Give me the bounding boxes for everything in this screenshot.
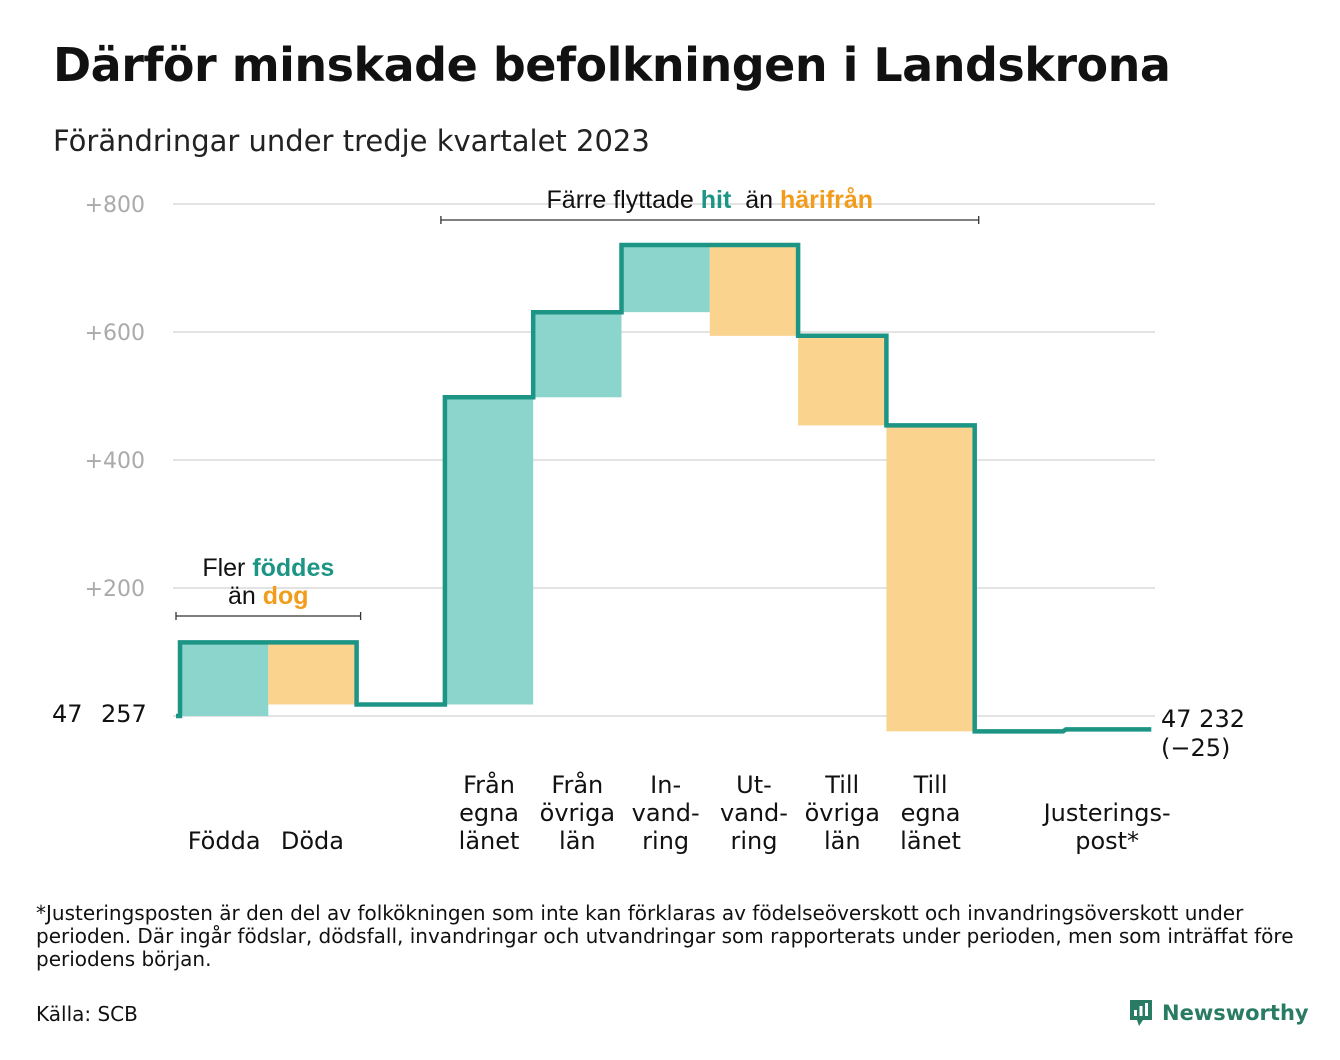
- category-label: Justerings-: [1042, 799, 1171, 827]
- category-label: län: [559, 827, 596, 855]
- cumulative-step-line: [176, 242, 1152, 734]
- increase-bar: [444, 397, 534, 705]
- annotation-text-segment: hit: [701, 186, 732, 214]
- category-label: övriga: [540, 799, 615, 827]
- decrease-bar: [798, 335, 887, 426]
- annotation-text: Färre flyttade hit än härifrån: [547, 186, 874, 214]
- increase-bar: [533, 312, 622, 398]
- annotation-text: Fler föddes: [202, 554, 334, 582]
- brand-logo[interactable]: Newsworthy: [1128, 996, 1309, 1030]
- annotation-text-segment: härifrån: [780, 186, 873, 214]
- category-label: In-: [650, 771, 681, 799]
- category-label: Till: [824, 771, 859, 799]
- category-label: post*: [1075, 827, 1139, 855]
- start-value-label: 257: [101, 700, 147, 728]
- y-tick-label: +200: [85, 577, 145, 602]
- decrease-bar: [709, 244, 799, 336]
- newsworthy-logo-icon: [1130, 1000, 1152, 1026]
- decrease-bar: [886, 425, 975, 732]
- start-value-label: 47: [52, 700, 83, 728]
- category-label: ring: [730, 827, 777, 855]
- increase-bar: [180, 642, 269, 716]
- category-label: övriga: [805, 799, 880, 827]
- category-label: Födda: [188, 827, 261, 855]
- y-tick-label: +600: [85, 321, 145, 346]
- category-label: vand-: [720, 799, 788, 827]
- category-label: Till: [913, 771, 948, 799]
- chart-title: Därför minskade befolkningen i Landskron…: [53, 38, 1171, 92]
- category-label: Från: [463, 770, 515, 799]
- category-label: län: [824, 827, 861, 855]
- category-label: Ut-: [736, 771, 772, 799]
- category-label: Från: [551, 770, 603, 799]
- end-value-label: 47 232: [1161, 705, 1245, 733]
- decrease-bar: [268, 642, 357, 705]
- annotation-text-segment: föddes: [252, 554, 334, 582]
- chart-subtitle: Förändringar under tredje kvartalet 2023: [53, 124, 650, 158]
- annotation-text-segment: än: [731, 186, 780, 214]
- category-label: egna: [459, 799, 519, 827]
- y-tick-label: +800: [85, 193, 145, 218]
- end-change-label: (−25): [1161, 734, 1230, 762]
- footnote: *Justeringsposten är den del av folkökni…: [36, 901, 1294, 971]
- annotation-text: än dog: [228, 582, 309, 610]
- category-label: ring: [642, 827, 689, 855]
- annotation-text-segment: Fler: [202, 554, 252, 582]
- y-tick-label: +400: [85, 449, 145, 474]
- annotation-text-segment: än: [228, 582, 263, 610]
- brand-name: Newsworthy: [1162, 1001, 1309, 1025]
- increase-bar: [621, 244, 710, 313]
- category-label: Döda: [281, 827, 344, 855]
- category-label: vand-: [632, 799, 700, 827]
- category-label: länet: [900, 827, 961, 855]
- category-label: länet: [459, 827, 520, 855]
- annotation-text-segment: dog: [263, 582, 309, 610]
- annotation-text-segment: Färre flyttade: [547, 186, 701, 214]
- category-label: egna: [901, 799, 961, 827]
- source-label: Källa: SCB: [36, 1002, 138, 1026]
